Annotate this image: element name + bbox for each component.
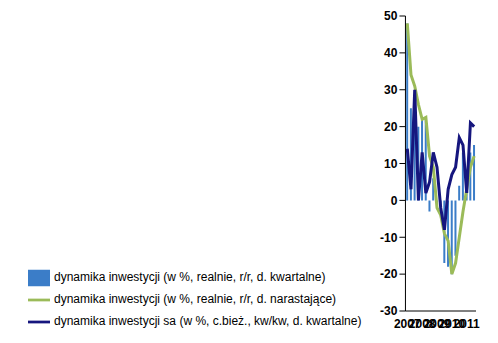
html-text:dynamika inwestycji sa (w %, c: dynamika inwestycji sa (w %, c.bież., kw… [54,314,362,329]
svg-text:-10: -10 [380,231,398,245]
svg-text:20: 20 [384,120,398,134]
html-text:dynamika inwestycji (w %, real: dynamika inwestycji (w %, realnie, r/r, … [54,292,337,307]
html-text:dynamika inwestycji (w %, real: dynamika inwestycji (w %, realnie, r/r, … [54,270,326,285]
svg-text:10: 10 [384,157,398,171]
svg-text:30: 30 [384,83,398,97]
svg-text:2007: 2007 [393,316,421,331]
svg-text:50: 50 [384,9,398,23]
svg-text:2009: 2009 [423,316,451,331]
svg-text:2008: 2008 [408,316,436,331]
svg-text:-30: -30 [380,304,398,318]
svg-text:40: 40 [384,46,398,60]
svg-text:0: 0 [391,194,398,208]
svg-text:-20: -20 [380,267,398,281]
svg-text:2010: 2010 [438,316,466,331]
svg-text:2011: 2011 [454,317,480,331]
